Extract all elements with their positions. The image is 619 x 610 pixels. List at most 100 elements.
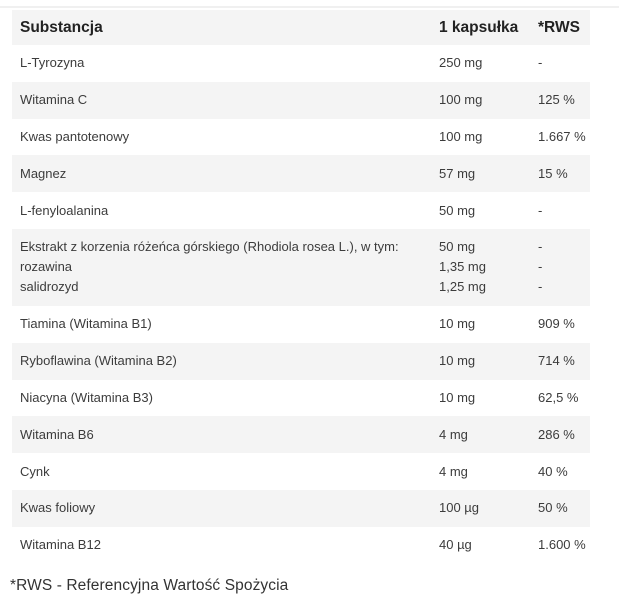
rws-cell-text: 909 % <box>538 316 575 332</box>
rws-cell-text: 62,5 % <box>538 389 579 405</box>
amount-cell: 100 mg <box>439 81 538 119</box>
amount-cell: 40 µg <box>439 527 538 564</box>
rws-cell: 1.600 % <box>538 527 590 564</box>
substance-cell: Niacyna (Witamina B3) <box>12 380 439 417</box>
rws-cell-text: - <box>538 279 543 295</box>
substance-cell-text: Ryboflawina (Witamina B2) <box>20 353 177 369</box>
rws-cell: - <box>538 192 590 229</box>
rws-cell: 50 % <box>538 489 590 527</box>
substance-cell-text: Kwas pantotenowy <box>20 128 130 144</box>
rws-cell-text: - <box>538 259 543 275</box>
rws-cell-text: 125 % <box>538 92 575 108</box>
amount-cell-text: 40 µg <box>439 537 472 553</box>
header-per-capsule: 1 kapsułka <box>439 10 538 45</box>
substance-cell-text: Niacyna (Witamina B3) <box>20 389 153 405</box>
substance-cell: Kwas pantotenowy <box>12 119 439 156</box>
header-rws: *RWS <box>538 10 590 45</box>
supplement-facts-table: Substancja 1 kapsułka *RWS L-Tyrozyna 250… <box>12 10 590 564</box>
rws-cell-text: 15 % <box>538 165 568 181</box>
substance-cell-text: L-Tyrozyna <box>20 55 85 71</box>
table-row: Magnez 57 mg 15 % <box>12 155 590 193</box>
amount-cell-text: 10 mg <box>439 389 476 405</box>
substance-cell: Ekstrakt z korzenia różeńca górskiego (R… <box>12 228 439 306</box>
rws-footnote: *RWS - Referencyjna Wartość Spożycia <box>10 577 289 594</box>
substance-cell-text: Witamina B12 <box>20 537 101 553</box>
table-row: Niacyna (Witamina B3) 10 mg 62,5 % <box>12 380 590 417</box>
substance-cell: Cynk <box>12 453 439 490</box>
substance-cell-text: rozawina <box>20 259 73 275</box>
substance-cell: Ryboflawina (Witamina B2) <box>12 342 439 380</box>
rws-cell-text: - <box>538 239 543 255</box>
table-row: Ekstrakt z korzenia różeńca górskiego (R… <box>12 228 590 306</box>
substance-cell-text: salidrozyd <box>20 279 79 295</box>
top-divider <box>0 6 619 8</box>
amount-cell: 50 mg 1,35 mg 1,25 mg <box>439 228 538 306</box>
amount-cell-text: 57 mg <box>439 165 476 181</box>
substance-cell-text: Witamina C <box>20 92 88 108</box>
amount-cell: 10 mg <box>439 306 538 343</box>
rws-cell-text: - <box>538 202 543 218</box>
amount-cell-text: 1,35 mg <box>439 259 486 275</box>
amount-cell: 4 mg <box>439 416 538 454</box>
table-row: Kwas pantotenowy 100 mg 1.667 % <box>12 119 590 156</box>
substance-cell-text: Tiamina (Witamina B1) <box>20 316 152 332</box>
substance-cell-text: Ekstrakt z korzenia różeńca górskiego (R… <box>20 239 399 255</box>
substance-cell: Kwas foliowy <box>12 489 439 527</box>
amount-cell-text: 100 µg <box>439 500 480 516</box>
amount-cell-text: 50 mg <box>439 202 476 218</box>
table-row: L-fenyloalanina 50 mg - <box>12 192 590 229</box>
table-row: Tiamina (Witamina B1) 10 mg 909 % <box>12 306 590 343</box>
rws-cell-text: 1.667 % <box>538 128 586 144</box>
substance-cell: Tiamina (Witamina B1) <box>12 306 439 343</box>
table-row: Kwas foliowy 100 µg 50 % <box>12 489 590 527</box>
rws-cell: 1.667 % <box>538 119 590 156</box>
rws-cell-text: 50 % <box>538 500 568 516</box>
rws-cell: - - - <box>538 228 590 306</box>
substance-cell: Magnez <box>12 155 439 193</box>
amount-cell-text: 4 mg <box>439 463 468 479</box>
amount-cell-text: 50 mg <box>439 239 476 255</box>
amount-cell-text: 100 mg <box>439 92 483 108</box>
table-row: Witamina B12 40 µg 1.600 % <box>12 527 590 564</box>
rws-cell-text: 1.600 % <box>538 537 586 553</box>
amount-cell: 250 mg <box>439 45 538 82</box>
amount-cell-text: 1,25 mg <box>439 279 486 295</box>
amount-cell: 4 mg <box>439 453 538 490</box>
table-row: Ryboflawina (Witamina B2) 10 mg 714 % <box>12 342 590 380</box>
amount-cell: 57 mg <box>439 155 538 193</box>
table-row: Witamina B6 4 mg 286 % <box>12 416 590 454</box>
substance-cell-text: Kwas foliowy <box>20 500 96 516</box>
header-substance: Substancja <box>12 10 439 45</box>
rws-cell-text: - <box>538 55 543 71</box>
amount-cell-text: 10 mg <box>439 316 476 332</box>
amount-cell-text: 100 mg <box>439 128 483 144</box>
substance-cell: Witamina B12 <box>12 527 439 564</box>
rws-cell: 40 % <box>538 453 590 490</box>
table-header-row: Substancja 1 kapsułka *RWS <box>12 10 590 45</box>
substance-cell: Witamina C <box>12 81 439 119</box>
amount-cell: 100 µg <box>439 489 538 527</box>
rws-cell: 286 % <box>538 416 590 454</box>
table-row: Witamina C 100 mg 125 % <box>12 81 590 119</box>
substance-cell: Witamina B6 <box>12 416 439 454</box>
rws-cell-text: 286 % <box>538 426 575 442</box>
rws-cell: 125 % <box>538 81 590 119</box>
amount-cell: 10 mg <box>439 342 538 380</box>
rws-cell: - <box>538 45 590 82</box>
rws-cell: 909 % <box>538 306 590 343</box>
substance-cell: L-fenyloalanina <box>12 192 439 229</box>
amount-cell-text: 10 mg <box>439 353 476 369</box>
rws-cell: 714 % <box>538 342 590 380</box>
substance-cell-text: L-fenyloalanina <box>20 202 109 218</box>
table-row: Cynk 4 mg 40 % <box>12 453 590 490</box>
substance-cell-text: Witamina B6 <box>20 426 94 442</box>
rws-cell: 62,5 % <box>538 380 590 417</box>
amount-cell-text: 250 mg <box>439 55 483 71</box>
table-row: L-Tyrozyna 250 mg - <box>12 45 590 82</box>
amount-cell-text: 4 mg <box>439 426 468 442</box>
substance-cell-text: Cynk <box>20 463 50 479</box>
table-body: L-Tyrozyna 250 mg - Witamina C 100 mg 125 % Kw… <box>12 45 590 564</box>
amount-cell: 10 mg <box>439 380 538 417</box>
substance-cell-text: Magnez <box>20 165 67 181</box>
amount-cell: 50 mg <box>439 192 538 229</box>
